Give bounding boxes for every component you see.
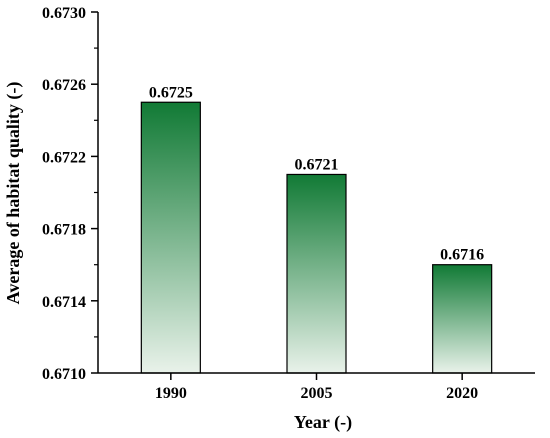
data-label-2020: 0.6716 (440, 247, 484, 264)
x-axis-title: Year (-) (294, 412, 352, 433)
y-tick-label: 0.6722 (42, 149, 86, 166)
x-ticks-group: 1990 2005 2020 (155, 373, 478, 402)
bar-2020 (432, 264, 493, 374)
y-tick-label: 0.6718 (42, 222, 86, 239)
y-axis-title: Average of habitat quality (-) (3, 82, 24, 305)
x-tick-label: 2020 (446, 385, 478, 402)
x-tick-label: 1990 (155, 385, 187, 402)
y-ticks-group: 0.6710 0.6714 0.6718 0.6722 0.6726 0.6730 (42, 5, 98, 383)
y-tick-label: 0.6714 (42, 294, 86, 311)
bar-2005 (286, 173, 347, 374)
y-tick-label: 0.6726 (42, 77, 86, 94)
data-label-1990: 0.6725 (149, 84, 193, 101)
x-tick-label: 2005 (301, 385, 333, 402)
y-tick-label: 0.6730 (42, 5, 86, 22)
data-label-2005: 0.6721 (295, 156, 339, 173)
bar-1990 (140, 101, 201, 374)
bars-group (140, 101, 493, 374)
y-tick-label: 0.6710 (42, 366, 86, 383)
data-labels-group: 0.6725 0.6721 0.6716 (149, 84, 484, 263)
